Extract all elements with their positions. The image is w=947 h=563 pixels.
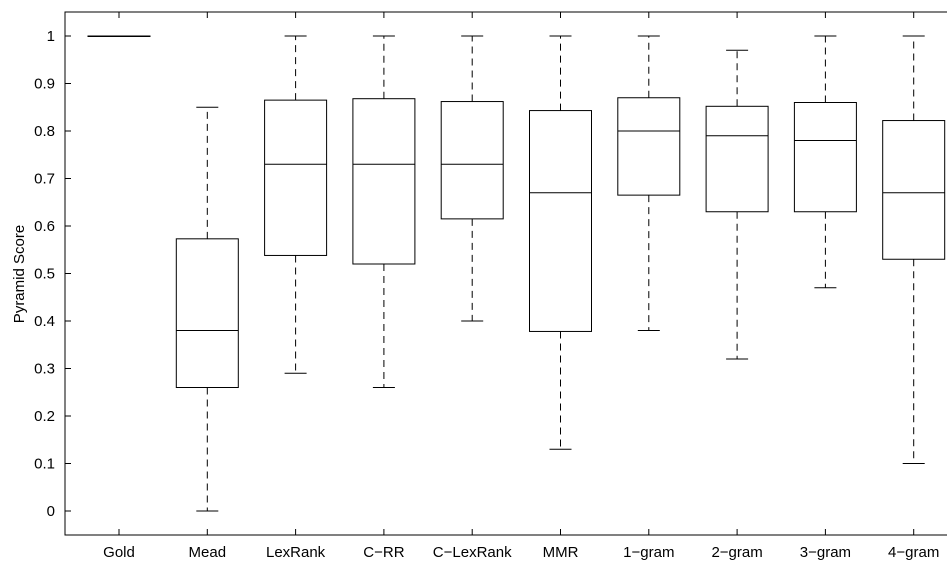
iqr-box	[705, 105, 769, 213]
box-7	[705, 49, 769, 360]
y-tick-label: 1	[47, 28, 55, 45]
x-tick-label: 2−gram	[711, 544, 762, 561]
y-tick-label: 0.2	[34, 408, 55, 425]
iqr-box	[352, 98, 416, 265]
box-0	[87, 35, 151, 37]
iqr-box	[529, 110, 592, 332]
box-9	[882, 35, 946, 464]
y-tick-label: 0.4	[34, 313, 55, 330]
box-6	[617, 35, 681, 331]
iqr-box	[440, 101, 504, 220]
box-1	[175, 106, 239, 512]
iqr-box	[264, 99, 328, 256]
y-tick-label: 0.9	[34, 76, 55, 93]
x-tick-label: C−LexRank	[433, 544, 512, 561]
x-tick-label: Mead	[189, 544, 227, 561]
iqr-box	[793, 102, 857, 213]
y-tick-label: 0.7	[34, 171, 55, 188]
y-tick-label: 0.3	[34, 361, 55, 378]
y-axis-label: Pyramid Score	[11, 225, 28, 323]
y-tick-label: 0.5	[34, 266, 55, 283]
y-tick-label: 0.8	[34, 123, 55, 140]
box-2	[264, 35, 328, 374]
y-axis: 0 0.1 0.2 0.3 0.4 0.5 0.6 0.7 0.8 0.9 1	[34, 28, 71, 520]
iqr-box	[882, 120, 946, 260]
x-tick-label: 3−gram	[800, 544, 851, 561]
x-axis: Gold Mead LexRank C−RR C−LexRank MMR 1−gram 2−g…	[103, 12, 939, 561]
iqr-box	[617, 97, 681, 196]
box-4	[440, 35, 504, 322]
y-tick-label: 0	[47, 503, 55, 520]
x-tick-label: 1−gram	[623, 544, 674, 561]
box-5	[529, 35, 592, 450]
iqr-box	[175, 238, 239, 388]
x-tick-label: MMR	[543, 544, 579, 561]
x-tick-label: Gold	[103, 544, 135, 561]
box-3	[352, 35, 416, 388]
x-tick-label: 4−gram	[888, 544, 939, 561]
x-tick-label: LexRank	[266, 544, 326, 561]
y-tick-label: 0.1	[34, 456, 55, 473]
x-tick-label: C−RR	[363, 544, 404, 561]
y-tick-label: 0.6	[34, 218, 55, 235]
box-8	[793, 35, 857, 289]
boxes-group	[87, 35, 946, 512]
